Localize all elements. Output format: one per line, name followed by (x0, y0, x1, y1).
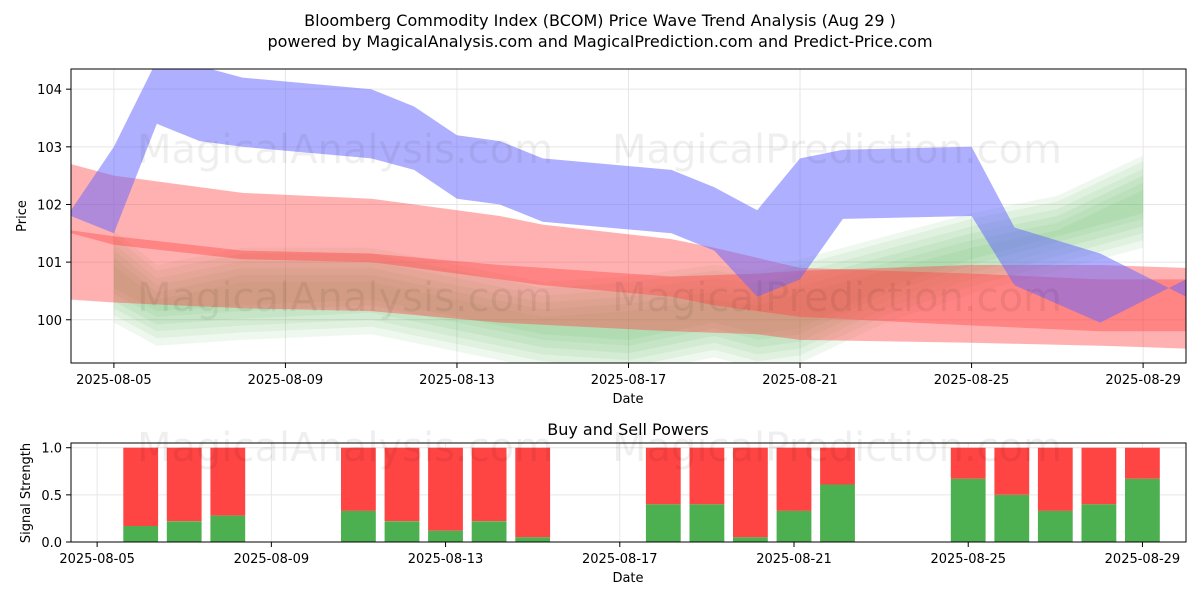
green-wave-band (113, 190, 1144, 363)
buy-power-bar (776, 510, 812, 542)
sell-power-bar (820, 447, 855, 485)
buy-power-bar (210, 515, 246, 542)
buy-power-bar (950, 478, 986, 542)
signal-chart-title: Buy and Sell Powers (547, 420, 709, 439)
sell-power-bar (1081, 447, 1117, 505)
buy-power-bar (1037, 510, 1073, 542)
buy-power-bar (341, 510, 376, 542)
signal-chart: Buy and Sell Powers MagicalAnalysis.com … (19, 420, 1187, 586)
price-y-tick-label: 102 (37, 198, 62, 213)
blue-wave-band (71, 69, 1186, 323)
signal-x-tick-label: 2025-08-09 (234, 552, 310, 567)
buy-power-bar (123, 526, 159, 542)
buy-power-bar (428, 530, 463, 542)
sell-power-bar (341, 447, 376, 511)
red-wave-band (71, 230, 1186, 349)
sell-power-bar (994, 447, 1030, 495)
signal-y-tick-label: 0.0 (41, 536, 62, 551)
signal-y-tick-label: 0.5 (41, 489, 62, 504)
sell-power-bar (166, 447, 202, 522)
sell-power-bar (776, 447, 812, 511)
price-x-axis-title: Date (612, 392, 643, 407)
signal-y-tick-label: 1.0 (41, 442, 62, 457)
signal-x-axis-title: Date (612, 571, 643, 586)
signal-y-axis-title: Signal Strength (19, 443, 34, 543)
red-wave-band (71, 164, 1186, 332)
signal-x-ticks: 2025-08-05 2025-08-09 2025-08-13 2025-08-17… (59, 542, 1180, 567)
price-x-tick-label: 2025-08-17 (591, 373, 667, 388)
sell-power-bar (1037, 447, 1073, 511)
signal-bars (123, 447, 1160, 542)
sell-power-bar (515, 447, 551, 538)
signal-x-tick-label: 2025-08-21 (756, 552, 832, 567)
buy-power-bar (820, 484, 855, 542)
buy-power-bar (733, 537, 768, 542)
sell-power-bar (123, 447, 159, 526)
watermark-mid-left: MagicalAnalysis.com (137, 275, 553, 321)
price-x-ticks: 2025-08-05 2025-08-09 2025-08-13 2025-08-17… (76, 363, 1181, 388)
green-wave-band (113, 168, 1144, 354)
buy-power-bar (384, 521, 420, 542)
signal-x-tick-label: 2025-08-25 (930, 552, 1006, 567)
sell-power-bar (428, 447, 463, 531)
signal-y-ticks: 0.0 0.5 1.0 (41, 442, 71, 551)
price-y-tick-label: 104 (37, 83, 62, 98)
price-y-axis-title: Price (15, 200, 30, 232)
buy-power-bar (689, 504, 725, 542)
buy-power-bar (515, 537, 551, 542)
green-wave-band (113, 182, 1144, 363)
signal-x-tick-label: 2025-08-17 (582, 552, 658, 567)
price-bands (71, 69, 1186, 363)
price-x-tick-label: 2025-08-25 (934, 373, 1010, 388)
buy-power-bar (1081, 504, 1117, 542)
chart-subtitle: powered by MagicalAnalysis.com and Magic… (267, 32, 932, 51)
signal-plot-frame (70, 442, 1187, 543)
signal-x-tick-label: 2025-08-29 (1105, 552, 1181, 567)
sell-power-bar (950, 447, 986, 479)
chart-title: Bloomberg Commodity Index (BCOM) Price W… (304, 11, 896, 30)
price-chart: MagicalAnalysis.com MagicalPrediction.co… (15, 68, 1187, 407)
price-x-tick-label: 2025-08-13 (419, 373, 495, 388)
watermark-bottom-right: MagicalPrediction.com (612, 425, 1062, 471)
price-band-layer (71, 69, 1186, 363)
watermark-mid-right: MagicalPrediction.com (612, 275, 1062, 321)
sell-power-bar (471, 447, 507, 522)
green-wave-band (113, 161, 1144, 346)
green-wave-band (113, 175, 1144, 361)
price-x-tick-label: 2025-08-21 (762, 373, 838, 388)
sell-power-bar (210, 447, 246, 516)
buy-power-bar (471, 521, 507, 542)
buy-power-bar (645, 504, 681, 542)
price-x-tick-label: 2025-08-05 (76, 373, 152, 388)
price-y-tick-label: 100 (37, 314, 62, 329)
watermark-top-right: MagicalPrediction.com (612, 127, 1062, 173)
sell-power-bar (384, 447, 420, 522)
buy-power-bar (994, 494, 1030, 542)
signal-x-tick-label: 2025-08-05 (59, 552, 135, 567)
price-x-tick-label: 2025-08-09 (248, 373, 324, 388)
price-y-tick-label: 103 (37, 141, 62, 156)
price-y-tick-label: 101 (37, 256, 62, 271)
price-y-ticks: 100 101 102 103 104 (37, 83, 71, 329)
watermark-top-left: MagicalAnalysis.com (137, 127, 553, 173)
watermark-bottom-left: MagicalAnalysis.com (137, 425, 553, 471)
price-x-tick-label: 2025-08-29 (1105, 373, 1181, 388)
sell-power-bar (733, 447, 768, 538)
signal-x-tick-label: 2025-08-13 (408, 552, 484, 567)
sell-power-bar (645, 447, 681, 505)
buy-power-bar (166, 521, 202, 542)
buy-power-bar (1125, 478, 1160, 542)
sell-power-bar (689, 447, 725, 505)
sell-power-bar (1125, 447, 1160, 479)
green-wave-band (113, 155, 1144, 340)
